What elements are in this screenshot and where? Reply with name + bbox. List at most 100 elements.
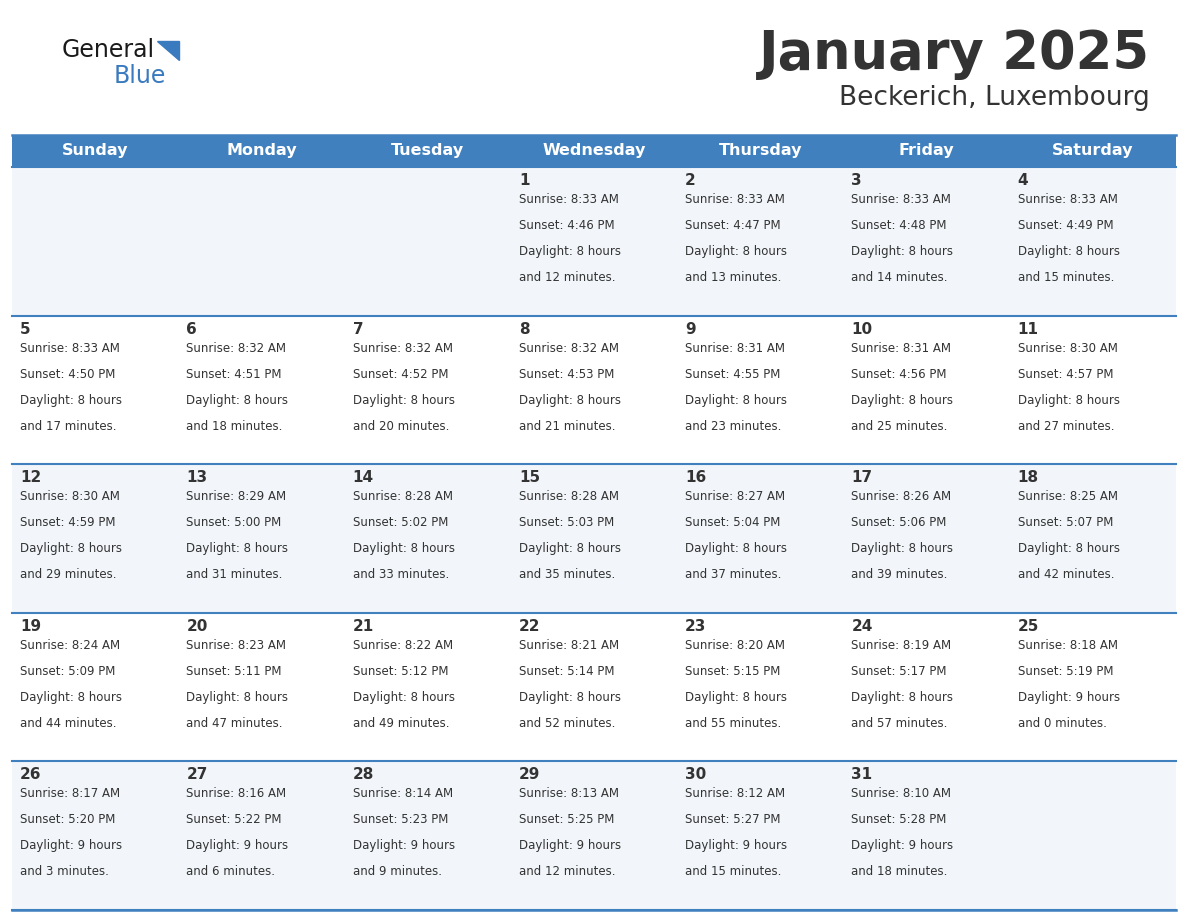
Text: 17: 17 (852, 470, 872, 486)
Text: and 55 minutes.: and 55 minutes. (685, 717, 782, 730)
Text: and 21 minutes.: and 21 minutes. (519, 420, 615, 432)
Text: 18: 18 (1018, 470, 1038, 486)
Text: Sunrise: 8:33 AM: Sunrise: 8:33 AM (852, 193, 952, 206)
Text: 12: 12 (20, 470, 42, 486)
Text: 4: 4 (1018, 173, 1029, 188)
Bar (677, 613, 843, 761)
Text: Sunrise: 8:30 AM: Sunrise: 8:30 AM (20, 490, 120, 503)
Bar (12, 761, 178, 910)
Text: Sunrise: 8:32 AM: Sunrise: 8:32 AM (187, 341, 286, 354)
Text: Sunrise: 8:29 AM: Sunrise: 8:29 AM (187, 490, 286, 503)
Text: Thursday: Thursday (719, 143, 802, 159)
Text: 19: 19 (20, 619, 42, 633)
Text: Beckerich, Luxembourg: Beckerich, Luxembourg (839, 85, 1150, 111)
Text: 13: 13 (187, 470, 208, 486)
Text: Sunrise: 8:19 AM: Sunrise: 8:19 AM (852, 639, 952, 652)
Bar (1010, 761, 1176, 910)
Text: Daylight: 8 hours: Daylight: 8 hours (519, 691, 621, 704)
Text: Daylight: 8 hours: Daylight: 8 hours (519, 245, 621, 258)
Text: Sunrise: 8:33 AM: Sunrise: 8:33 AM (519, 193, 619, 206)
Text: Sunset: 5:22 PM: Sunset: 5:22 PM (187, 813, 282, 826)
Text: and 27 minutes.: and 27 minutes. (1018, 420, 1114, 432)
Bar (178, 761, 345, 910)
Text: Sunrise: 8:33 AM: Sunrise: 8:33 AM (1018, 193, 1118, 206)
Text: Daylight: 8 hours: Daylight: 8 hours (187, 543, 289, 555)
Bar (677, 135, 843, 167)
Bar (677, 316, 843, 465)
Text: Daylight: 8 hours: Daylight: 8 hours (1018, 245, 1120, 258)
Bar (843, 613, 1010, 761)
Bar (345, 613, 511, 761)
Text: Daylight: 8 hours: Daylight: 8 hours (1018, 543, 1120, 555)
Text: Sunset: 4:51 PM: Sunset: 4:51 PM (187, 367, 282, 381)
Text: Sunset: 5:28 PM: Sunset: 5:28 PM (852, 813, 947, 826)
Text: and 23 minutes.: and 23 minutes. (685, 420, 782, 432)
Bar (1010, 135, 1176, 167)
Text: 5: 5 (20, 321, 31, 337)
Text: Daylight: 8 hours: Daylight: 8 hours (852, 245, 954, 258)
Text: Sunset: 5:17 PM: Sunset: 5:17 PM (852, 665, 947, 677)
Text: 23: 23 (685, 619, 707, 633)
Text: Sunset: 4:55 PM: Sunset: 4:55 PM (685, 367, 781, 381)
Text: Monday: Monday (226, 143, 297, 159)
Text: 25: 25 (1018, 619, 1040, 633)
Text: Sunset: 5:19 PM: Sunset: 5:19 PM (1018, 665, 1113, 677)
Text: Daylight: 8 hours: Daylight: 8 hours (852, 691, 954, 704)
Text: 10: 10 (852, 321, 872, 337)
Text: Sunrise: 8:10 AM: Sunrise: 8:10 AM (852, 788, 952, 800)
Text: Daylight: 8 hours: Daylight: 8 hours (187, 394, 289, 407)
Text: Daylight: 8 hours: Daylight: 8 hours (353, 394, 455, 407)
Bar (1010, 465, 1176, 613)
Bar (1010, 316, 1176, 465)
Text: Sunrise: 8:23 AM: Sunrise: 8:23 AM (187, 639, 286, 652)
Bar (12, 613, 178, 761)
Text: Sunset: 5:14 PM: Sunset: 5:14 PM (519, 665, 614, 677)
Text: 15: 15 (519, 470, 541, 486)
Text: Sunset: 4:52 PM: Sunset: 4:52 PM (353, 367, 448, 381)
Text: 3: 3 (852, 173, 862, 188)
Text: Daylight: 9 hours: Daylight: 9 hours (519, 839, 621, 853)
Text: and 0 minutes.: and 0 minutes. (1018, 717, 1106, 730)
Text: and 18 minutes.: and 18 minutes. (187, 420, 283, 432)
Text: Sunset: 4:50 PM: Sunset: 4:50 PM (20, 367, 115, 381)
Text: 27: 27 (187, 767, 208, 782)
Text: Daylight: 8 hours: Daylight: 8 hours (20, 543, 122, 555)
Text: Daylight: 9 hours: Daylight: 9 hours (852, 839, 954, 853)
Text: Tuesday: Tuesday (391, 143, 465, 159)
Text: Sunrise: 8:28 AM: Sunrise: 8:28 AM (353, 490, 453, 503)
Bar (511, 135, 677, 167)
Text: 2: 2 (685, 173, 696, 188)
Text: and 18 minutes.: and 18 minutes. (852, 866, 948, 879)
Text: Friday: Friday (899, 143, 954, 159)
Bar (178, 135, 345, 167)
Text: Sunrise: 8:14 AM: Sunrise: 8:14 AM (353, 788, 453, 800)
Text: Sunset: 5:12 PM: Sunset: 5:12 PM (353, 665, 448, 677)
Text: Sunrise: 8:26 AM: Sunrise: 8:26 AM (852, 490, 952, 503)
Text: Sunset: 5:27 PM: Sunset: 5:27 PM (685, 813, 781, 826)
Text: 9: 9 (685, 321, 696, 337)
Text: 8: 8 (519, 321, 530, 337)
Text: Daylight: 8 hours: Daylight: 8 hours (353, 691, 455, 704)
Text: and 37 minutes.: and 37 minutes. (685, 568, 782, 581)
Text: General: General (62, 38, 156, 62)
Text: Sunday: Sunday (62, 143, 128, 159)
Text: Sunset: 5:15 PM: Sunset: 5:15 PM (685, 665, 781, 677)
Text: Sunset: 5:06 PM: Sunset: 5:06 PM (852, 516, 947, 529)
Text: and 13 minutes.: and 13 minutes. (685, 271, 782, 284)
Bar (511, 465, 677, 613)
Text: 14: 14 (353, 470, 374, 486)
Bar (345, 167, 511, 316)
Text: and 3 minutes.: and 3 minutes. (20, 866, 109, 879)
Text: Sunset: 4:59 PM: Sunset: 4:59 PM (20, 516, 115, 529)
Text: Daylight: 9 hours: Daylight: 9 hours (1018, 691, 1120, 704)
Text: Sunrise: 8:30 AM: Sunrise: 8:30 AM (1018, 341, 1118, 354)
Text: and 15 minutes.: and 15 minutes. (685, 866, 782, 879)
Text: Sunrise: 8:32 AM: Sunrise: 8:32 AM (353, 341, 453, 354)
Text: and 15 minutes.: and 15 minutes. (1018, 271, 1114, 284)
Text: 21: 21 (353, 619, 374, 633)
Text: Sunrise: 8:27 AM: Sunrise: 8:27 AM (685, 490, 785, 503)
Text: Daylight: 8 hours: Daylight: 8 hours (1018, 394, 1120, 407)
Bar (843, 316, 1010, 465)
Text: Daylight: 8 hours: Daylight: 8 hours (685, 394, 788, 407)
Bar (178, 316, 345, 465)
